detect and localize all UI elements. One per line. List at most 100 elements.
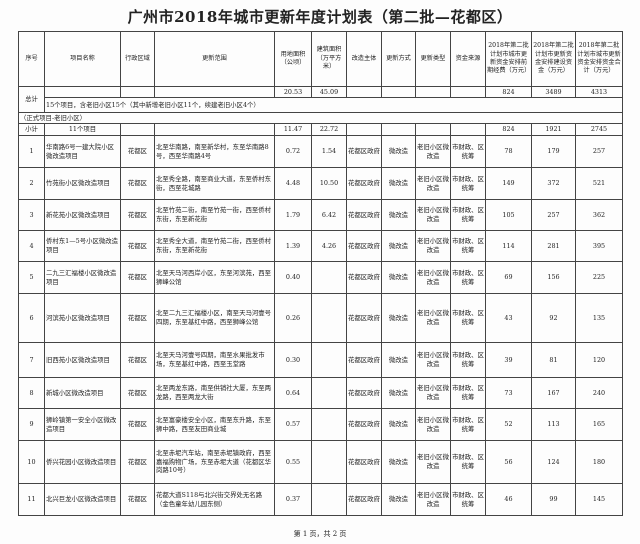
cell-fund: 市财政、区统筹: [450, 293, 486, 343]
total-row: 总计 20.53 45.09 824 3489 4313: [18, 86, 623, 113]
header-cell: 2018年第二批计划市城市更新资金安排资金合计（万元）: [575, 31, 623, 87]
cell-prelim: 73: [485, 377, 532, 409]
cell-land: 0.57: [274, 408, 312, 441]
cell-construction: 156: [531, 261, 576, 294]
cell-name: 竹苑街小区微改造项目: [44, 167, 121, 200]
cell-method: 微改造: [381, 342, 416, 378]
cell-district: 花都区: [120, 230, 155, 262]
total-label: 总计: [18, 86, 45, 113]
cell-construction: 113: [531, 408, 576, 441]
cell-land: 1.79: [274, 199, 312, 231]
cell-building: [311, 440, 347, 484]
header-cell: 用地面积（公顷）: [274, 31, 312, 87]
cell-scope: 北至富豪楼安全小区，南至东升路，东至狮中路，西至友田商业城: [154, 408, 275, 441]
cell-type: 老旧小区微改造: [415, 199, 451, 231]
cell-sum: 225: [575, 261, 623, 294]
cell-sum: 165: [575, 408, 623, 441]
cell-prelim: 69: [485, 261, 532, 294]
cell-land: 0.30: [274, 342, 312, 378]
cell-name: 侨村东1—5号小区微改造项目: [44, 230, 121, 262]
cell-building: 10.50: [311, 167, 347, 200]
cell-sum: 120: [575, 342, 623, 378]
table-row: 3 新花苑小区微改造项目 花都区 北至竹苑二街，南至竹苑一街，西至侨村东街，东至新花街…: [18, 199, 623, 231]
cell-prelim: 78: [485, 135, 532, 168]
cell-subject: 花都区政府: [346, 342, 382, 378]
cell-sum: 257: [575, 135, 623, 168]
cell-scope: 北至赤坭汽车站，南至赤坭镇政府，西至嘉福购物广场，东至赤坭大道（花都区华岗路10…: [154, 440, 275, 484]
cell-fund: 市财政、区统筹: [450, 342, 486, 378]
cell-sum: 395: [575, 230, 623, 262]
cell-district: 花都区: [120, 408, 155, 441]
cell-name: 狮岭镇第一安全小区微改造项目: [44, 408, 121, 441]
cell-subject: 花都区政府: [346, 483, 382, 516]
cell-type: 老旧小区微改造: [415, 408, 451, 441]
cell-building: [311, 408, 347, 441]
cell-no: 7: [18, 342, 45, 378]
section-row: （正式项目-老旧小区）: [18, 112, 623, 124]
cell-sum: 521: [575, 167, 623, 200]
cell-method: 微改造: [381, 440, 416, 484]
cell-subject: 花都区政府: [346, 440, 382, 484]
cell-district: 花都区: [120, 483, 155, 516]
cell-land: 0.72: [274, 135, 312, 168]
table-row: 9 狮岭镇第一安全小区微改造项目 花都区 北至富豪楼安全小区，南至东升路，东至狮中路，…: [18, 408, 623, 441]
cell-no: 5: [18, 261, 45, 294]
cell-sum: 145: [575, 483, 623, 516]
header-cell: 更新类型: [415, 31, 451, 87]
subtotal-building: 22.72: [311, 123, 347, 136]
cell-land: 0.26: [274, 293, 312, 343]
table-row: 8 新城小区微改造项目 花都区 北至两龙东路，南至供销社大厦，东至两龙路，西至两龙大街…: [18, 377, 623, 409]
cell-prelim: 56: [485, 440, 532, 484]
cell-name: 新城小区微改造项目: [44, 377, 121, 409]
cell-building: 6.42: [311, 199, 347, 231]
cell-fund: 市财政、区统筹: [450, 135, 486, 168]
header-cell: 资金来源: [450, 31, 486, 87]
cell-subject: 花都区政府: [346, 293, 382, 343]
total-building: 45.09: [311, 86, 347, 98]
cell-district: 花都区: [120, 342, 155, 378]
cell-fund: 市财政、区统筹: [450, 261, 486, 294]
table-row: 7 旧西苑小区微改造项目 花都区 北至天马河壹号四期，南至水果批发市场，东至基红中路，…: [18, 342, 623, 378]
cell-scope: 北至华南路，南至新华村，东至华南路8号，西至华南路4号: [154, 135, 275, 168]
cell-prelim: 52: [485, 408, 532, 441]
cell-no: 1: [18, 135, 45, 168]
document-title: 广州市2018年城市更新年度计划表（第二批—花都区）: [127, 8, 513, 26]
subtotal-row: 小计 11个项目 11.47 22.72 824 1921 2745: [18, 123, 623, 136]
cell-building: [311, 483, 347, 516]
cell-fund: 市财政、区统筹: [450, 199, 486, 231]
cell-type: 老旧小区微改造: [415, 261, 451, 294]
cell-construction: 92: [531, 293, 576, 343]
subtotal-prelim: 824: [485, 123, 532, 136]
total-land: 20.53: [274, 86, 312, 98]
total-prelim: 824: [485, 86, 532, 98]
cell-sum: 135: [575, 293, 623, 343]
cell-type: 老旧小区微改造: [415, 167, 451, 200]
cell-subject: 花都区政府: [346, 135, 382, 168]
cell-district: 花都区: [120, 135, 155, 168]
cell-type: 老旧小区微改造: [415, 483, 451, 516]
cell-district: 花都区: [120, 293, 155, 343]
cell-scope: 北至秀全路，南至商业大道，东至侨村东街，西至花城路: [154, 167, 275, 200]
cell-scope: 北至天马河西岸小区，东至河滨苑，西至狮峰公馆: [154, 261, 275, 294]
cell-method: 微改造: [381, 483, 416, 516]
cell-prelim: 43: [485, 293, 532, 343]
cell-scope: 北至竹苑二街，南至竹苑一街，西至侨村东街，东至新花街: [154, 199, 275, 231]
cell-subject: 花都区政府: [346, 261, 382, 294]
table-row: 2 竹苑街小区微改造项目 花都区 北至秀全路，南至商业大道，东至侨村东街，西至花城路 4…: [18, 167, 623, 200]
cell-construction: 124: [531, 440, 576, 484]
cell-building: [311, 342, 347, 378]
cell-fund: 市财政、区统筹: [450, 408, 486, 441]
cell-construction: 167: [531, 377, 576, 409]
cell-land: 0.40: [274, 261, 312, 294]
cell-no: 9: [18, 408, 45, 441]
cell-no: 2: [18, 167, 45, 200]
cell-district: 花都区: [120, 261, 155, 294]
subtotal-sum: 2745: [575, 123, 623, 136]
cell-building: [311, 377, 347, 409]
subtotal-construction: 1921: [531, 123, 576, 136]
cell-land: 1.39: [274, 230, 312, 262]
header-cell: 2018年第二批计划市城市更新资金安排前期经费（万元）: [485, 31, 532, 87]
cell-district: 花都区: [120, 377, 155, 409]
table-row: 10 侨兴花园小区微改造项目 花都区 北至赤坭汽车站，南至赤坭镇政府，西至嘉福购物广场…: [18, 440, 623, 484]
cell-land: 0.55: [274, 440, 312, 484]
